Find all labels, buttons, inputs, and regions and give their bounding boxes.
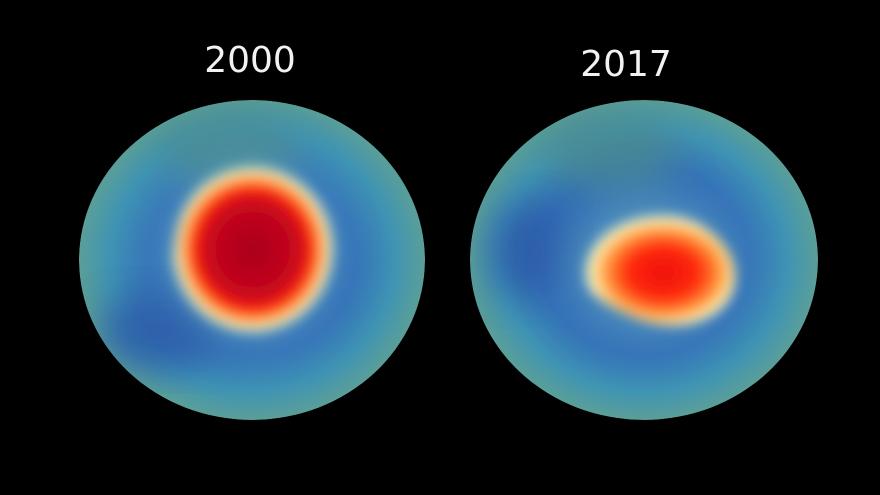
globe-2017 (470, 100, 818, 420)
year-label: 2017 (580, 44, 672, 85)
globe-2000 (79, 100, 425, 420)
year-label: 2000 (204, 40, 296, 81)
